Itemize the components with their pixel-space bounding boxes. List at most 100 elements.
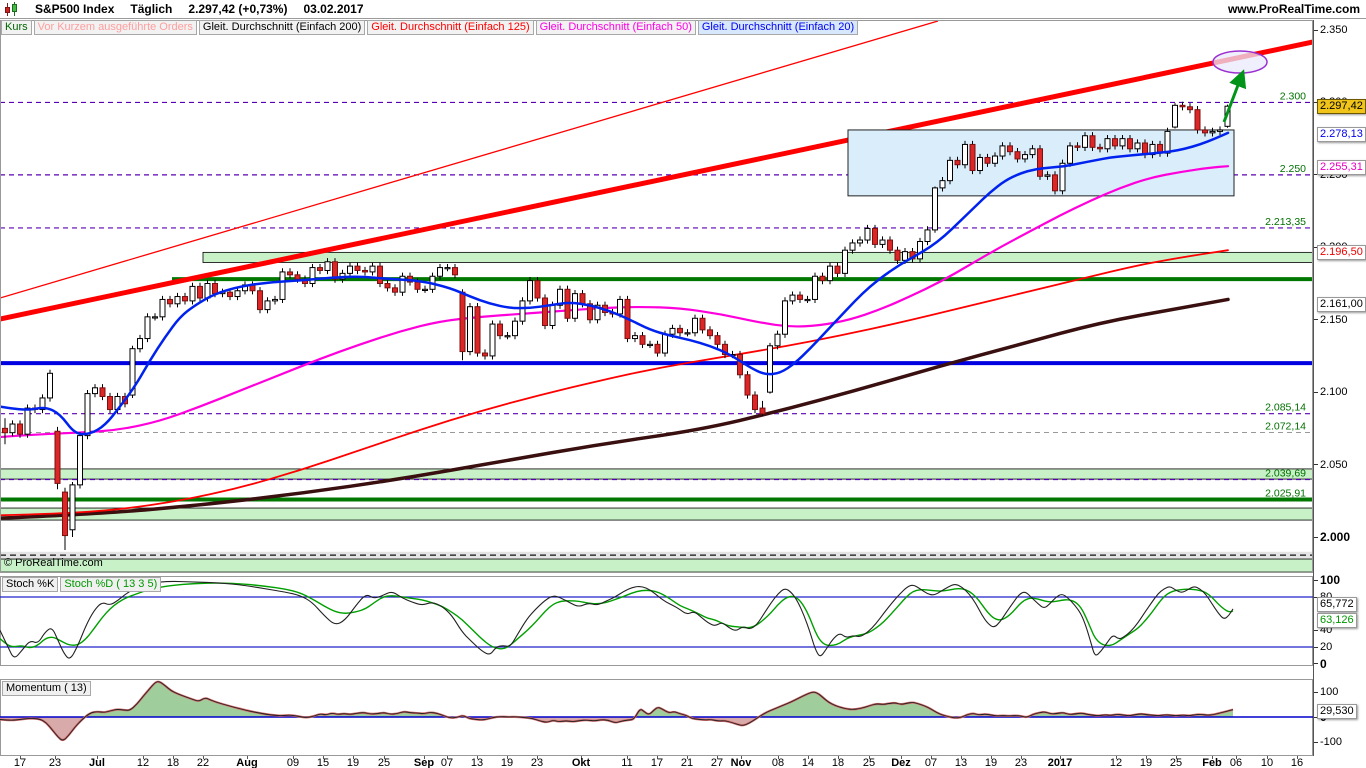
stoch-axis-label: 100 bbox=[1314, 573, 1340, 587]
date-tick-mark bbox=[143, 756, 144, 759]
stoch-value-badge: 63,126 bbox=[1317, 613, 1357, 628]
date-tick-mark bbox=[173, 756, 174, 759]
date-label: 25 bbox=[862, 757, 876, 768]
axis-separator-line bbox=[1313, 20, 1314, 756]
date-label: Aug bbox=[236, 757, 258, 768]
support-resistance-band bbox=[0, 507, 1313, 521]
stoch-axis-label: 0 bbox=[1314, 657, 1327, 671]
date-axis[interactable]: 17 23 Jul 12 18 22 Aug 09 15 19 25 Sep 07 13 19 23 Okt 11… bbox=[0, 756, 1313, 768]
price-level-label: 2.025,91 bbox=[1265, 487, 1306, 499]
date-tick-mark bbox=[717, 756, 718, 759]
date-label: Okt bbox=[571, 757, 591, 768]
date-tick-mark bbox=[1176, 756, 1177, 759]
date-tick-mark bbox=[1267, 756, 1268, 759]
date-tick-mark bbox=[808, 756, 809, 759]
date-tick-mark bbox=[1060, 756, 1061, 759]
date-tick-mark bbox=[20, 756, 21, 759]
legend-item-ma125[interactable]: Gleit. Durchschnitt (Einfach 125) bbox=[367, 20, 534, 35]
stochastic-panel[interactable] bbox=[0, 576, 1313, 666]
date-tick-mark bbox=[961, 756, 962, 759]
price-axis-label: 2.100 bbox=[1314, 386, 1348, 398]
date-label: 23 bbox=[1014, 757, 1028, 768]
date-tick-mark bbox=[991, 756, 992, 759]
date-label: 19 bbox=[500, 757, 514, 768]
date-tick-mark bbox=[627, 756, 628, 759]
target-ellipse-annotation[interactable] bbox=[1212, 50, 1268, 74]
date-tick-mark bbox=[1146, 756, 1147, 759]
ma20-line bbox=[0, 131, 1230, 436]
date-label: 07 bbox=[924, 757, 938, 768]
date-tick-mark bbox=[293, 756, 294, 759]
date-tick-mark bbox=[424, 756, 425, 759]
stoch-d-legend[interactable]: Stoch %D ( 13 3 5) bbox=[60, 577, 162, 592]
price-level-label: 2.085,14 bbox=[1265, 402, 1306, 414]
price-level-label: 2.250 bbox=[1280, 163, 1306, 175]
date-label: 12 bbox=[136, 757, 150, 768]
date-label: 09 bbox=[286, 757, 300, 768]
date-label: 23 bbox=[530, 757, 544, 768]
date-label: 27 bbox=[710, 757, 724, 768]
date-label: 25 bbox=[377, 757, 391, 768]
date-tick-mark bbox=[657, 756, 658, 759]
legend-item-orders[interactable]: Vor Kurzem ausgeführte Orders bbox=[33, 20, 197, 35]
legend-item-ma20[interactable]: Gleit. Durchschnitt (Einfach 20) bbox=[697, 20, 859, 35]
price-badge: 2.255,31 bbox=[1317, 160, 1366, 176]
legend-item-kurs[interactable]: Kurs bbox=[1, 20, 32, 35]
website-link[interactable]: www.ProRealTime.com bbox=[1227, 2, 1360, 16]
date-label: 19 bbox=[1139, 757, 1153, 768]
date-tick-mark bbox=[1236, 756, 1237, 759]
trend-line[interactable] bbox=[0, 20, 939, 299]
date-label: 08 bbox=[771, 757, 785, 768]
quote-date: 03.02.2017 bbox=[303, 2, 364, 16]
date-tick-mark bbox=[507, 756, 508, 759]
stoch-value-badge: 65,772 bbox=[1317, 597, 1357, 612]
momentum-line bbox=[0, 681, 1234, 741]
date-label: 23 bbox=[48, 757, 62, 768]
date-tick-mark bbox=[55, 756, 56, 759]
date-label: 22 bbox=[196, 757, 210, 768]
date-label: 14 bbox=[801, 757, 815, 768]
date-label: 17 bbox=[650, 757, 664, 768]
ma200-line bbox=[0, 297, 1230, 520]
date-label: 11 bbox=[621, 757, 633, 768]
price-level-label: 2.039,69 bbox=[1265, 468, 1306, 480]
price-badge: 2.196,50 bbox=[1317, 245, 1366, 261]
date-tick-mark bbox=[203, 756, 204, 759]
date-label: 06 bbox=[1229, 757, 1243, 768]
date-tick-mark bbox=[1021, 756, 1022, 759]
indicator-legend-bar: Kurs Vor Kurzem ausgeführte Orders Gleit. … bbox=[1, 20, 859, 35]
date-label: 18 bbox=[831, 757, 845, 768]
date-tick-mark bbox=[1297, 756, 1298, 759]
main-price-chart[interactable]: 2.300 2.250 2.213,35 2.085,14 2.072,14 2.039,… bbox=[0, 20, 1313, 573]
chart-header: S&P500 Index Täglich 2.297,42 (+0,73%) 0… bbox=[0, 0, 1366, 19]
date-label: 12 bbox=[1109, 757, 1123, 768]
timeframe-label: Täglich bbox=[130, 2, 173, 16]
stoch-k-legend[interactable]: Stoch %K bbox=[2, 577, 59, 592]
date-tick-mark bbox=[97, 756, 98, 759]
momentum-panel[interactable] bbox=[0, 679, 1313, 756]
momentum-positive-fill bbox=[0, 681, 1233, 717]
grey-strip bbox=[0, 551, 1313, 559]
price-badge: 2.161,00 bbox=[1317, 296, 1366, 312]
stoch-panel-border bbox=[0, 576, 1313, 666]
price-axis[interactable]: 2.3502.3002.2502.2002.1502.1002.0502.000… bbox=[1313, 0, 1366, 768]
date-label: 25 bbox=[1169, 757, 1183, 768]
momentum-value-badge: 29,530 bbox=[1317, 704, 1357, 719]
date-tick-mark bbox=[778, 756, 779, 759]
date-tick-mark bbox=[353, 756, 354, 759]
legend-item-ma200[interactable]: Gleit. Durchschnitt (Einfach 200) bbox=[198, 20, 366, 35]
trend-line[interactable] bbox=[0, 39, 1313, 322]
price-axis-label: 2.150 bbox=[1314, 314, 1348, 326]
price-level-label: 2.300 bbox=[1280, 90, 1306, 102]
legend-item-ma50[interactable]: Gleit. Durchschnitt (Einfach 50) bbox=[535, 20, 696, 35]
momentum-legend[interactable]: Momentum ( 13) bbox=[2, 681, 91, 696]
price-axis-label: 2.000 bbox=[1314, 530, 1350, 544]
date-tick-mark bbox=[901, 756, 902, 759]
breakout-arrow-annotation[interactable] bbox=[1222, 69, 1247, 123]
date-tick-mark bbox=[537, 756, 538, 759]
date-tick-mark bbox=[1212, 756, 1213, 759]
ma50-line bbox=[0, 165, 1230, 439]
support-resistance-band bbox=[202, 251, 1313, 263]
stoch-axis-label: 20 bbox=[1314, 641, 1332, 653]
